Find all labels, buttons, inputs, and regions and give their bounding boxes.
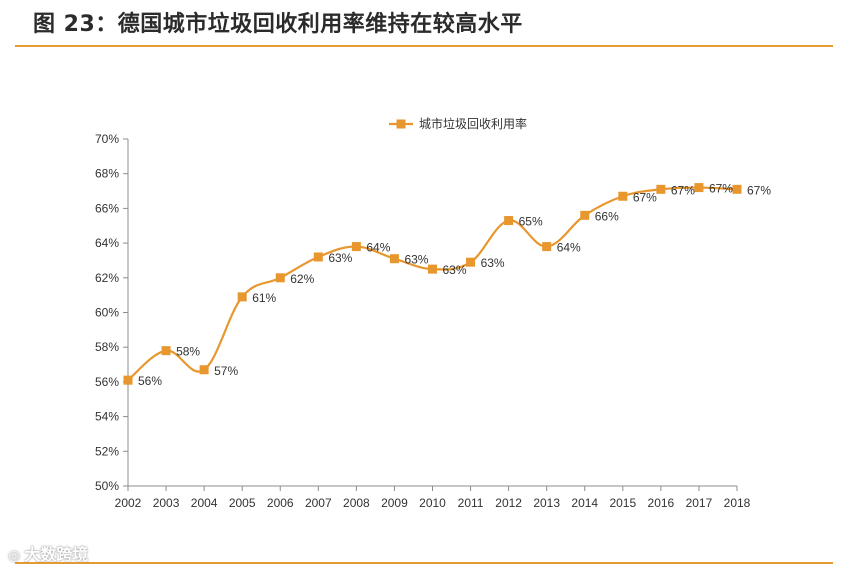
data-point-marker [428, 264, 437, 274]
data-label: 63% [443, 263, 467, 277]
x-tick-label: 2008 [343, 496, 370, 510]
x-tick-label: 2017 [686, 496, 713, 510]
data-label: 62% [290, 272, 314, 286]
data-label: 67% [671, 183, 695, 197]
x-tick-label: 2006 [267, 496, 294, 510]
x-tick-label: 2003 [153, 496, 180, 510]
data-label: 64% [557, 241, 581, 255]
y-axis-ticks: 50% 52% 54% 56% 58% 60% 62% 64% 66% 68% 70% [95, 132, 128, 493]
figure-title: 图 23：德国城市垃圾回收利用率维持在较高水平 [33, 12, 523, 37]
x-tick-label: 2018 [724, 496, 751, 510]
data-point-marker [732, 184, 742, 194]
x-tick-label: 2016 [648, 496, 675, 510]
data-label: 63% [404, 253, 428, 267]
data-label: 66% [595, 209, 619, 223]
y-tick-label: 50% [95, 479, 119, 493]
x-tick-label: 2007 [305, 496, 332, 510]
y-tick-label: 68% [95, 167, 119, 181]
data-point-marker [656, 184, 666, 194]
data-label: 58% [176, 345, 200, 359]
data-point-marker [161, 346, 171, 356]
x-tick-label: 2004 [191, 496, 218, 510]
watermark-text: 大数跨境 [24, 545, 89, 564]
legend-marker-swatch [396, 119, 406, 129]
top-divider [15, 45, 833, 47]
x-tick-label: 2012 [495, 496, 522, 510]
watermark-logo-icon: ◎ [8, 548, 21, 564]
data-point-marker [237, 292, 247, 302]
data-label: 67% [747, 183, 771, 197]
y-tick-label: 56% [95, 375, 119, 389]
data-point-marker [313, 252, 323, 262]
data-point-marker [199, 365, 209, 375]
data-point-marker [504, 216, 514, 226]
y-tick-label: 62% [95, 271, 119, 285]
y-tick-label: 52% [95, 444, 119, 458]
data-point-marker [542, 242, 552, 252]
y-tick-label: 60% [95, 306, 119, 320]
x-tick-label: 2013 [533, 496, 560, 510]
x-tick-label: 2011 [458, 496, 484, 510]
data-label: 61% [252, 291, 276, 305]
data-point-marker [123, 375, 133, 385]
chart-legend: 城市垃圾回收利用率 [389, 116, 527, 131]
data-point-marker [618, 191, 628, 201]
y-tick-label: 54% [95, 410, 119, 424]
bottom-divider [15, 562, 833, 564]
data-point-marker [389, 254, 399, 264]
x-tick-label: 2009 [381, 496, 408, 510]
data-label: 63% [481, 256, 505, 270]
data-point-marker [466, 257, 476, 267]
data-label: 56% [138, 374, 162, 388]
watermark: ◎ 大数跨境 [8, 541, 88, 565]
y-tick-label: 66% [95, 201, 119, 215]
y-tick-label: 58% [95, 340, 119, 354]
series-line [127, 186, 738, 382]
x-tick-label: 2005 [229, 496, 256, 510]
data-point-marker [275, 273, 285, 283]
x-tick-label: 2015 [609, 496, 636, 510]
data-point-marker [580, 210, 590, 220]
legend-label: 城市垃圾回收利用率 [419, 116, 527, 131]
y-tick-label: 64% [95, 236, 119, 250]
data-label: 65% [519, 215, 543, 229]
data-label: 67% [709, 182, 733, 196]
data-point-marker [351, 242, 361, 252]
data-label: 63% [328, 251, 352, 265]
x-axis-ticks: 2002 2003 2004 2005 2006 2007 2008 2009 2010 2011… [115, 486, 751, 510]
y-tick-label: 70% [95, 132, 119, 146]
data-label: 57% [214, 364, 238, 378]
x-tick-label: 2010 [419, 496, 446, 510]
x-tick-label: 2014 [571, 496, 598, 510]
data-label: 67% [633, 190, 657, 204]
data-label: 64% [366, 241, 390, 255]
data-point-marker [694, 183, 704, 193]
series-layer: 56% 58% 57% 61% 62% 63% 64% 63% 63% 63% 65% 64% 66% 6… [123, 182, 771, 388]
x-tick-label: 2002 [115, 496, 142, 510]
